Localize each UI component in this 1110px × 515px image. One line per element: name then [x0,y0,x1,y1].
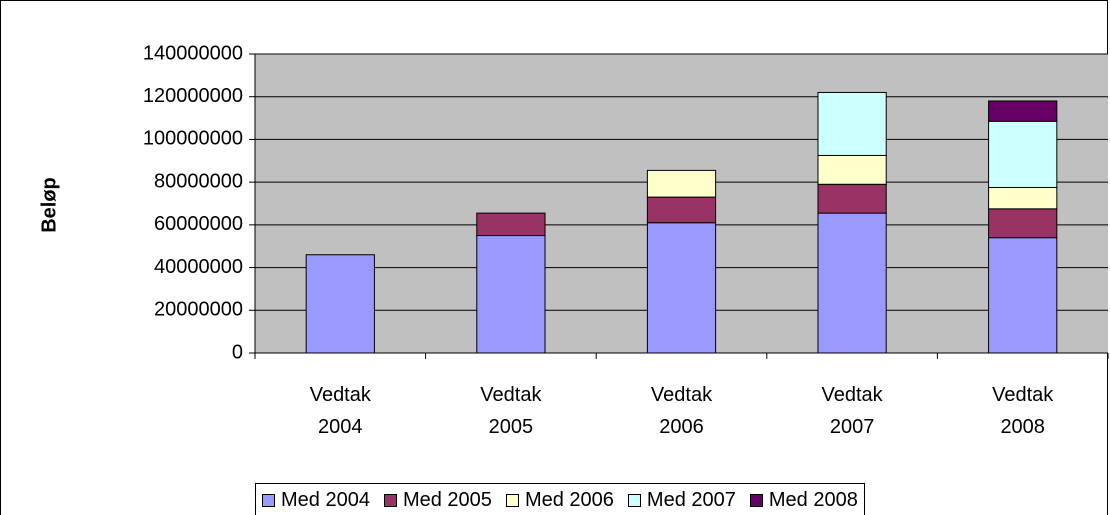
bar-segment [988,120,1058,188]
bar-segment [817,183,887,214]
legend: Med 2004 Med 2005 Med 2006 Med 2007 Med 2008 [255,483,865,515]
bar-segment [646,169,717,198]
bar-segment [988,100,1058,122]
legend-label: Med 2004 [281,488,370,511]
legend-label: Med 2005 [402,488,492,511]
x-tick-label: Vedtak 2008 [992,384,1054,438]
bar-segment [817,91,887,156]
bar-segment [988,237,1058,354]
y-tick-label: 40000000 [154,256,243,278]
x-tick-label: Vedtak 2007 [821,384,883,438]
y-tick-label: 100000000 [143,128,243,150]
legend-swatch [262,493,275,507]
bar-segment [476,212,546,237]
bar-segment [476,235,546,354]
x-tick-label: Vedtak 2006 [650,384,713,438]
legend-item: Med 2006 [505,488,614,512]
legend-label: Med 2007 [646,488,736,511]
legend-item: Med 2005 [383,488,492,512]
y-tick-label: 60000000 [154,213,243,235]
bar-segment [646,196,717,224]
y-tick-label: 20000000 [154,299,243,321]
y-axis-title: Beløp [38,177,60,233]
bar-segment [646,222,717,354]
bar-segment [817,154,887,185]
legend-item: Med 2007 [627,488,736,512]
legend-label: Med 2006 [524,488,614,511]
bar-segment [988,186,1058,210]
legend-swatch [627,493,641,507]
legend-item: Med 2004 [262,489,370,512]
y-tick-label: 80000000 [154,170,243,192]
y-tick-label: 140000000 [143,42,243,64]
legend-item: Med 2008 [749,488,858,512]
legend-swatch [749,493,763,507]
y-tick-label: 120000000 [143,85,243,107]
legend-swatch [383,493,397,507]
bar-segment [988,208,1058,239]
x-tick-label: Vedtak 2005 [480,384,542,438]
legend-swatch [505,493,519,507]
x-tick-label: Vedtak 2004 [309,384,371,438]
legend-label: Med 2008 [768,488,858,511]
y-tick-label: 0 [232,341,243,363]
bar-segment [305,254,375,354]
bar-segment [817,212,887,354]
